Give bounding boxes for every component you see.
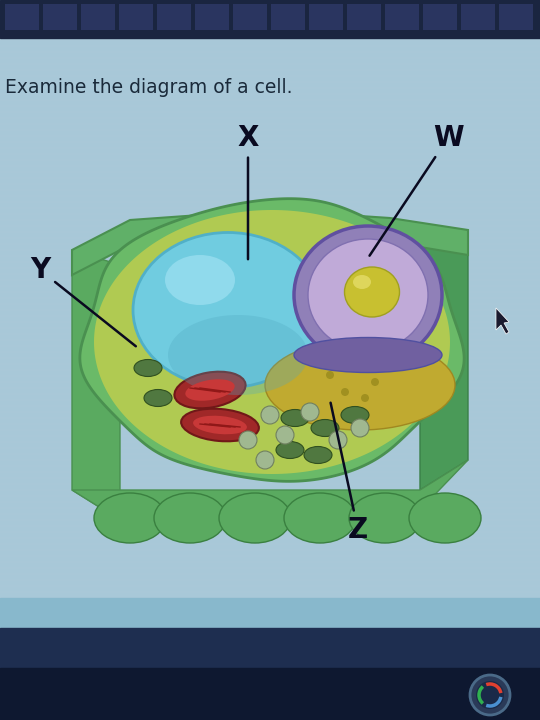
- Ellipse shape: [134, 359, 162, 377]
- Text: Z: Z: [330, 402, 368, 544]
- Bar: [195, 4, 229, 30]
- Bar: [119, 4, 153, 30]
- Ellipse shape: [284, 493, 356, 543]
- Ellipse shape: [294, 338, 442, 372]
- Text: W: W: [369, 124, 463, 256]
- Circle shape: [326, 371, 334, 379]
- Ellipse shape: [281, 410, 309, 426]
- Ellipse shape: [341, 407, 369, 423]
- Polygon shape: [496, 308, 509, 334]
- Polygon shape: [72, 460, 468, 530]
- Circle shape: [476, 681, 504, 709]
- Bar: [0, 628, 540, 668]
- Bar: [0, 668, 540, 720]
- Ellipse shape: [276, 441, 304, 459]
- Ellipse shape: [94, 493, 166, 543]
- Ellipse shape: [349, 493, 421, 543]
- Ellipse shape: [165, 255, 235, 305]
- Text: Examine the diagram of a cell.: Examine the diagram of a cell.: [5, 78, 293, 97]
- Text: Y: Y: [30, 256, 136, 346]
- Bar: [499, 4, 533, 30]
- Polygon shape: [72, 210, 468, 275]
- Polygon shape: [80, 199, 464, 482]
- Ellipse shape: [154, 493, 226, 543]
- Bar: [423, 4, 457, 30]
- Polygon shape: [94, 210, 450, 474]
- Bar: [309, 4, 343, 30]
- Bar: [271, 4, 305, 30]
- Polygon shape: [72, 250, 120, 520]
- Bar: [0, 598, 540, 628]
- Bar: [347, 4, 381, 30]
- Ellipse shape: [265, 340, 455, 430]
- Ellipse shape: [133, 233, 323, 387]
- Ellipse shape: [144, 390, 172, 407]
- Circle shape: [261, 406, 279, 424]
- Bar: [81, 4, 115, 30]
- Ellipse shape: [304, 446, 332, 464]
- Ellipse shape: [353, 275, 371, 289]
- Circle shape: [239, 431, 257, 449]
- Bar: [385, 4, 419, 30]
- Ellipse shape: [345, 267, 400, 317]
- Bar: [0, 0, 540, 38]
- Ellipse shape: [168, 315, 308, 395]
- Ellipse shape: [181, 409, 259, 441]
- Ellipse shape: [311, 420, 339, 436]
- Text: X: X: [237, 124, 259, 259]
- Bar: [157, 4, 191, 30]
- Circle shape: [329, 431, 347, 449]
- Circle shape: [470, 675, 510, 715]
- Ellipse shape: [185, 379, 235, 401]
- Bar: [5, 4, 39, 30]
- Ellipse shape: [174, 372, 246, 408]
- Ellipse shape: [308, 239, 428, 351]
- Bar: [0, 38, 540, 618]
- Ellipse shape: [409, 493, 481, 543]
- Circle shape: [351, 364, 359, 372]
- Ellipse shape: [193, 415, 247, 434]
- Circle shape: [276, 426, 294, 444]
- Circle shape: [351, 419, 369, 437]
- Bar: [233, 4, 267, 30]
- Circle shape: [361, 394, 369, 402]
- Bar: [461, 4, 495, 30]
- Circle shape: [256, 451, 274, 469]
- Circle shape: [371, 378, 379, 386]
- Ellipse shape: [219, 493, 291, 543]
- Circle shape: [301, 403, 319, 421]
- Bar: [43, 4, 77, 30]
- Polygon shape: [420, 230, 468, 490]
- Ellipse shape: [294, 226, 442, 364]
- Circle shape: [341, 388, 349, 396]
